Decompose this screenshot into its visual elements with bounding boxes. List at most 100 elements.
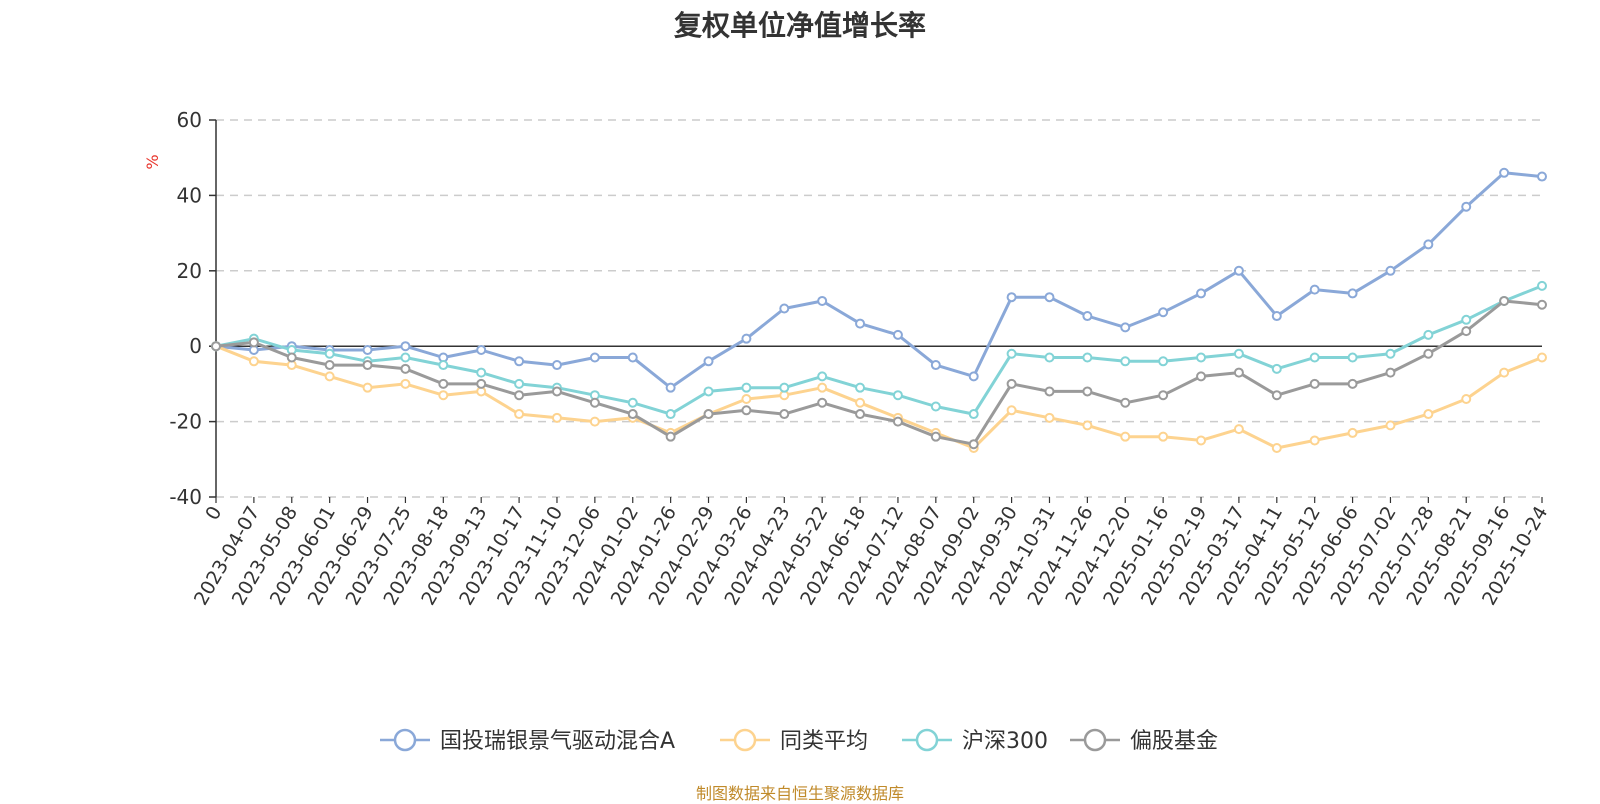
y-tick-label: 60 xyxy=(177,108,202,132)
data-point xyxy=(817,397,828,408)
series-2 xyxy=(211,280,1547,420)
chart-title: 复权单位净值增长率 xyxy=(673,9,926,42)
data-point xyxy=(1158,431,1169,442)
series-line xyxy=(215,171,1543,390)
data-point xyxy=(514,390,525,401)
data-point xyxy=(324,371,335,382)
data-point xyxy=(1537,171,1547,182)
data-point xyxy=(968,371,979,382)
series-lines xyxy=(211,167,1547,453)
legend-label: 偏股基金 xyxy=(1130,729,1218,754)
data-point xyxy=(324,360,335,371)
data-point xyxy=(286,352,297,363)
data-point xyxy=(741,405,752,416)
data-point xyxy=(1347,352,1358,363)
data-point xyxy=(514,356,525,367)
data-point xyxy=(1044,352,1055,363)
data-point xyxy=(400,352,411,363)
data-point xyxy=(665,431,676,442)
data-point xyxy=(1423,409,1434,420)
series-0 xyxy=(211,167,1547,393)
data-point xyxy=(817,295,828,306)
data-point xyxy=(779,303,790,314)
data-point xyxy=(551,360,562,371)
data-source-note: 制图数据来自恒生聚源数据库 xyxy=(695,784,904,803)
data-point xyxy=(362,360,373,371)
data-point xyxy=(703,386,714,397)
data-point xyxy=(968,439,979,450)
data-point xyxy=(1006,292,1017,303)
data-point xyxy=(1006,348,1017,359)
data-point xyxy=(1082,420,1093,431)
data-point xyxy=(1385,348,1396,359)
series-3 xyxy=(211,295,1547,450)
data-point xyxy=(362,344,373,355)
legend-marker-icon xyxy=(1083,728,1107,752)
data-point xyxy=(476,378,487,389)
legend[interactable]: 国投瑞银景气驱动混合A 同类平均 沪深300 偏股基金 xyxy=(380,728,1218,754)
data-point xyxy=(1044,292,1055,303)
data-point xyxy=(400,363,411,374)
legend-label: 同类平均 xyxy=(780,729,868,754)
series-line xyxy=(215,284,1543,416)
data-point xyxy=(665,382,676,393)
data-point xyxy=(703,356,714,367)
data-point xyxy=(514,409,525,420)
data-point xyxy=(400,378,411,389)
data-point xyxy=(438,360,449,371)
data-point xyxy=(248,356,259,367)
data-point xyxy=(362,382,373,393)
data-point xyxy=(1461,314,1472,325)
data-point xyxy=(1006,405,1017,416)
data-point xyxy=(1499,367,1510,378)
data-point xyxy=(1499,167,1510,178)
legend-marker-icon xyxy=(393,728,417,752)
data-point xyxy=(741,382,752,393)
data-point xyxy=(627,409,638,420)
data-point xyxy=(1499,295,1510,306)
data-point xyxy=(476,367,487,378)
data-point xyxy=(1233,348,1244,359)
data-point xyxy=(741,393,752,404)
data-point xyxy=(1196,288,1207,299)
data-point xyxy=(930,401,941,412)
data-point xyxy=(1120,397,1131,408)
data-point xyxy=(627,397,638,408)
data-point xyxy=(438,378,449,389)
data-point xyxy=(1006,378,1017,389)
data-point xyxy=(627,352,638,363)
data-point xyxy=(1044,386,1055,397)
data-point xyxy=(703,409,714,420)
x-tick-label: 0 xyxy=(201,503,226,524)
data-point xyxy=(1271,363,1282,374)
data-point xyxy=(1537,352,1547,363)
legend-item-1[interactable]: 同类平均 xyxy=(720,728,868,754)
data-point xyxy=(589,397,600,408)
data-point xyxy=(1309,284,1320,295)
data-point xyxy=(1120,356,1131,367)
data-point xyxy=(1044,412,1055,423)
data-point xyxy=(892,416,903,427)
data-point xyxy=(1385,367,1396,378)
data-point xyxy=(1196,435,1207,446)
legend-item-0[interactable]: 国投瑞银景气驱动混合A xyxy=(380,728,675,754)
legend-label: 国投瑞银景气驱动混合A xyxy=(440,729,675,754)
data-point xyxy=(1233,367,1244,378)
data-point xyxy=(1158,307,1169,318)
data-point xyxy=(1233,265,1244,276)
data-point xyxy=(1385,265,1396,276)
legend-item-2[interactable]: 沪深300 xyxy=(902,728,1048,754)
data-point xyxy=(1309,435,1320,446)
legend-item-3[interactable]: 偏股基金 xyxy=(1070,728,1218,754)
data-point xyxy=(855,382,866,393)
y-tick-label: 20 xyxy=(177,259,202,283)
data-point xyxy=(1461,393,1472,404)
data-point xyxy=(1158,356,1169,367)
data-point xyxy=(1537,299,1547,310)
data-point xyxy=(741,333,752,344)
data-point xyxy=(892,329,903,340)
legend-marker-icon xyxy=(915,728,939,752)
data-point xyxy=(930,431,941,442)
grid-lines xyxy=(216,119,1542,498)
